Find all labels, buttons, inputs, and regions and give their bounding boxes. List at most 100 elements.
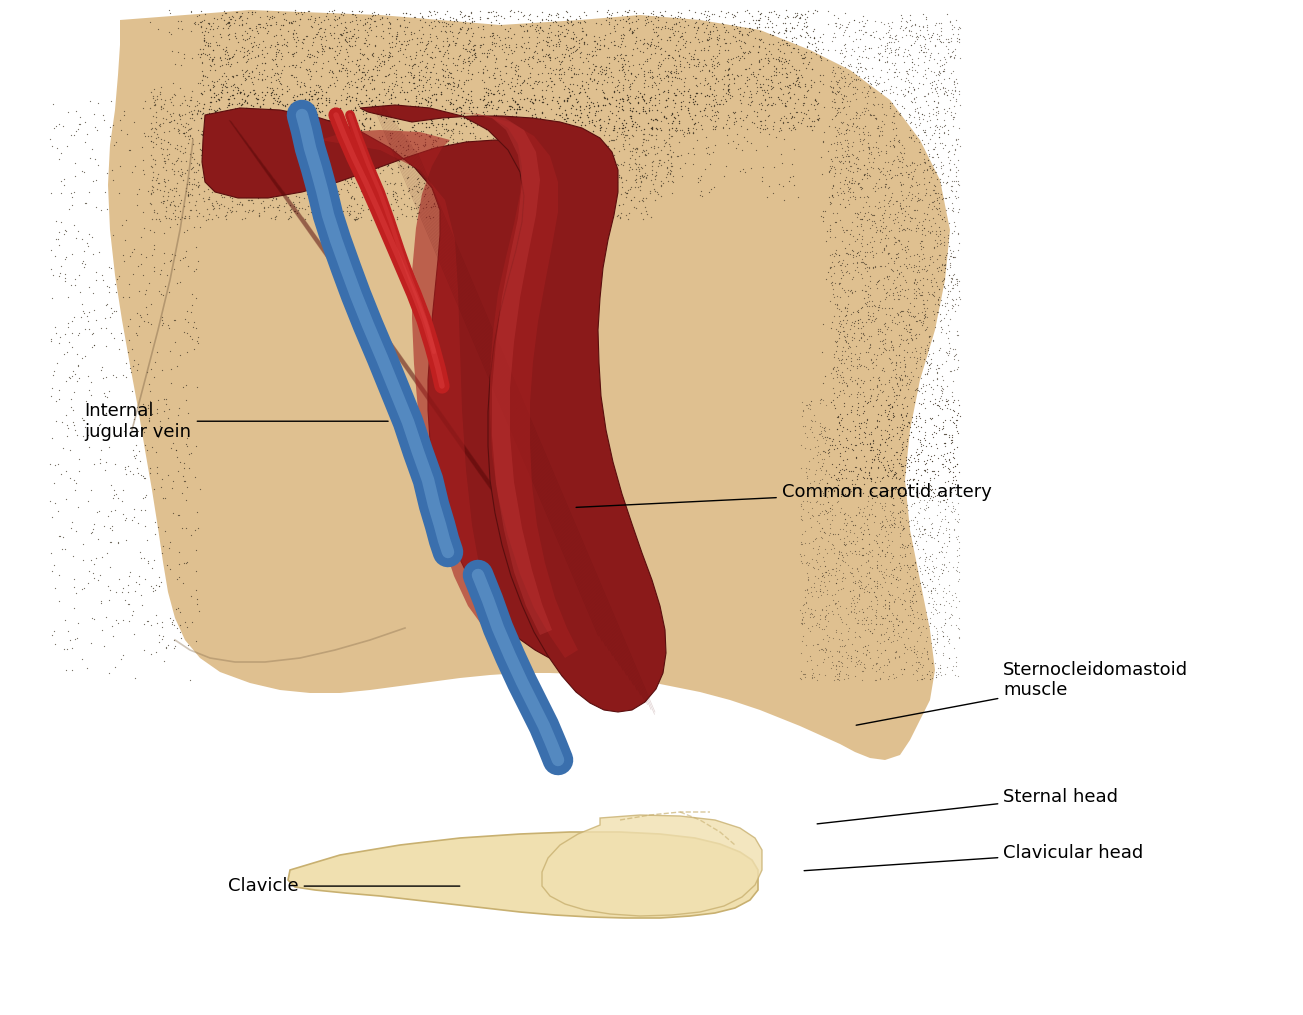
Point: [650, 177, 671, 193]
Point: [881, 452, 902, 468]
Point: [550, 18, 571, 35]
Point: [842, 513, 863, 529]
Point: [112, 648, 133, 664]
Point: [829, 288, 850, 304]
Point: [907, 441, 928, 457]
Point: [223, 164, 244, 181]
Point: [586, 3, 607, 19]
Point: [328, 120, 349, 136]
Point: [494, 118, 515, 134]
Point: [519, 7, 539, 23]
Point: [853, 403, 874, 419]
Point: [818, 565, 839, 582]
Point: [769, 52, 790, 68]
Point: [937, 229, 958, 246]
Point: [476, 84, 496, 100]
Point: [341, 105, 362, 121]
Point: [676, 32, 697, 49]
Point: [405, 195, 426, 211]
Point: [848, 49, 869, 65]
Point: [936, 257, 956, 273]
Point: [562, 118, 582, 134]
Point: [430, 127, 451, 143]
Point: [242, 98, 263, 115]
Point: [822, 606, 843, 622]
Point: [235, 168, 255, 185]
Point: [232, 12, 253, 28]
Point: [392, 46, 413, 62]
Point: [882, 618, 903, 634]
Point: [658, 115, 679, 131]
Point: [576, 26, 597, 43]
Point: [930, 485, 951, 501]
Point: [147, 175, 168, 191]
Point: [421, 96, 442, 113]
Point: [276, 78, 297, 94]
Point: [936, 538, 956, 554]
Point: [911, 261, 932, 277]
Point: [920, 482, 941, 498]
Point: [495, 114, 516, 130]
Point: [758, 108, 779, 124]
Point: [827, 480, 848, 496]
Point: [487, 98, 508, 115]
Point: [921, 26, 942, 43]
Point: [421, 199, 442, 215]
Point: [757, 19, 778, 36]
Point: [925, 667, 946, 683]
Point: [949, 594, 969, 610]
Point: [887, 42, 908, 58]
Point: [874, 626, 895, 642]
Point: [859, 78, 880, 94]
Point: [934, 260, 955, 276]
Point: [679, 88, 700, 105]
Point: [455, 93, 476, 110]
Point: [889, 555, 909, 571]
Point: [890, 528, 911, 544]
Point: [629, 43, 650, 59]
Point: [598, 49, 619, 65]
Point: [864, 449, 885, 465]
Point: [902, 373, 923, 389]
Point: [908, 74, 929, 90]
Point: [881, 44, 902, 60]
Point: [614, 184, 635, 200]
Point: [880, 400, 900, 416]
Point: [222, 50, 242, 66]
Point: [293, 122, 314, 138]
Point: [818, 562, 839, 579]
Point: [848, 430, 869, 447]
Point: [276, 136, 297, 152]
Point: [662, 20, 683, 37]
Point: [357, 99, 378, 116]
Point: [847, 562, 868, 579]
Point: [731, 104, 752, 120]
Point: [908, 505, 929, 522]
Point: [924, 141, 945, 157]
Point: [326, 137, 347, 153]
Point: [745, 85, 766, 102]
Point: [232, 113, 253, 129]
Point: [899, 47, 920, 63]
Point: [949, 20, 969, 37]
Point: [212, 68, 233, 84]
Point: [833, 53, 853, 69]
Point: [926, 623, 947, 639]
Point: [790, 8, 810, 24]
Point: [287, 76, 308, 92]
Point: [823, 29, 844, 46]
Point: [168, 568, 189, 585]
Point: [938, 344, 959, 360]
Point: [155, 174, 176, 190]
Point: [176, 222, 197, 239]
Point: [797, 504, 818, 521]
Point: [912, 233, 933, 250]
Point: [848, 68, 869, 84]
Point: [198, 77, 219, 93]
Point: [483, 67, 504, 83]
Point: [921, 664, 942, 680]
Point: [192, 106, 212, 122]
Point: [562, 13, 582, 29]
Point: [168, 123, 189, 139]
Point: [521, 90, 542, 107]
